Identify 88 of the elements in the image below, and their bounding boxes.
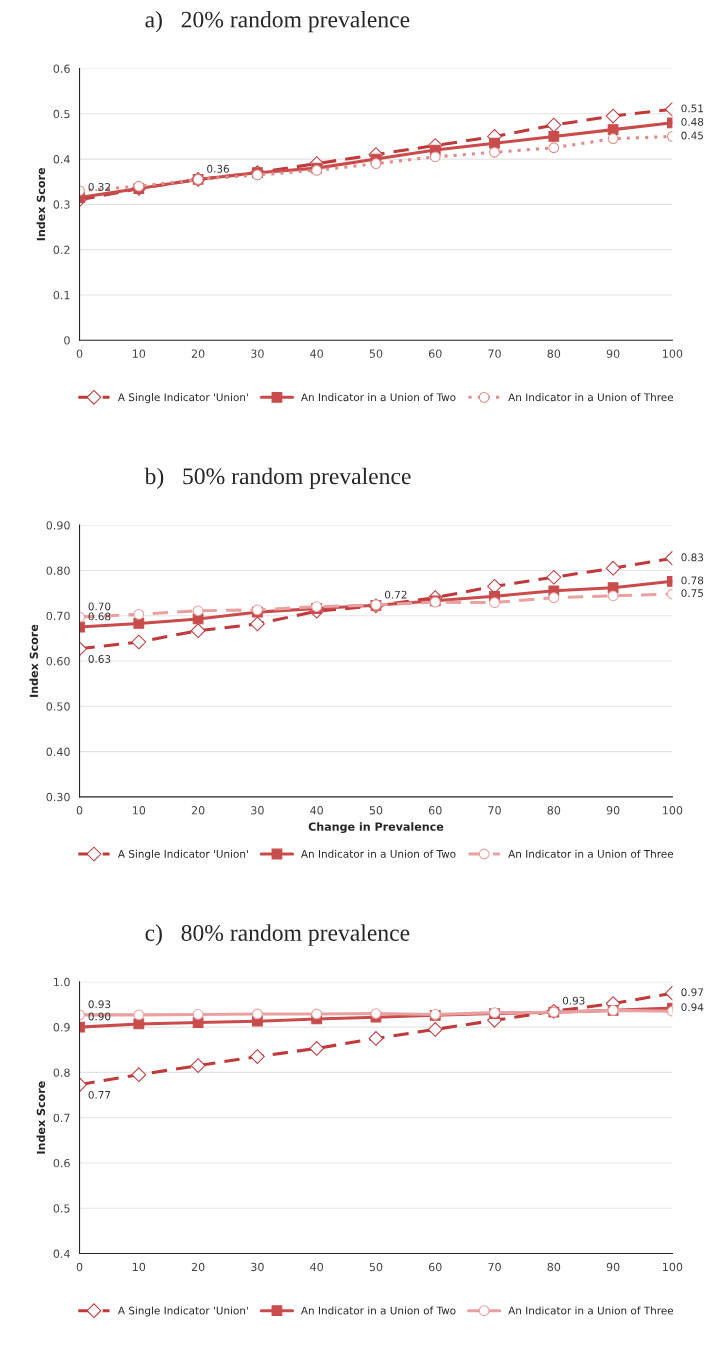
legend-label: An Indicator in a Union of Three bbox=[508, 393, 674, 402]
y-tick-label: 0.6 bbox=[53, 1158, 70, 1168]
x-tick-label: 40 bbox=[310, 1262, 324, 1272]
y-tick-label: 0.5 bbox=[53, 109, 70, 119]
legend-label: An Indicator in a Union of Two bbox=[300, 1306, 456, 1315]
annotation: 0.78 bbox=[681, 576, 704, 585]
x-tick-label: 80 bbox=[547, 1262, 561, 1272]
annotation: 0.45 bbox=[681, 131, 704, 140]
x-tick-label: 60 bbox=[428, 349, 442, 358]
x-tick-label: 30 bbox=[251, 1262, 264, 1272]
x-tick-label: 90 bbox=[606, 349, 620, 358]
x-tick-label: 100 bbox=[663, 806, 683, 815]
legend-label: An Indicator in a Union of Two bbox=[300, 849, 456, 858]
x-tick-label: 10 bbox=[132, 1262, 146, 1272]
y-axis-title: Index Score bbox=[36, 1081, 46, 1154]
x-tick-label: 70 bbox=[488, 349, 501, 358]
x-tick-label: 0 bbox=[76, 806, 83, 815]
annotation: 0.83 bbox=[681, 553, 704, 562]
y-tick-label: 0.2 bbox=[53, 245, 70, 255]
annotation: 0.75 bbox=[681, 589, 704, 598]
x-tick-label: 30 bbox=[251, 349, 264, 358]
x-tick-label: 0 bbox=[76, 1262, 83, 1272]
y-tick-label: 0.4 bbox=[53, 1249, 70, 1258]
x-tick-label: 100 bbox=[663, 349, 683, 358]
y-tick-label: 0.1 bbox=[53, 290, 70, 300]
legend-label: A Single Indicator 'Union' bbox=[117, 1306, 248, 1317]
x-tick-label: 60 bbox=[428, 1262, 442, 1272]
annotation: 0.36 bbox=[207, 164, 229, 173]
y-axis-title: Index Score bbox=[36, 167, 46, 241]
y-tick-label: 0.5 bbox=[53, 1204, 70, 1213]
chart-title: b) 50% random prevalence bbox=[144, 467, 411, 490]
x-tick-label: 40 bbox=[310, 349, 324, 358]
legend-label: A Single Indicator 'Union' bbox=[117, 393, 248, 404]
y-tick-label: 0.6 bbox=[53, 64, 70, 73]
x-tick-label: 20 bbox=[191, 349, 205, 358]
chart-title: c) 80% random prevalence bbox=[145, 924, 410, 946]
annotation: 0.90 bbox=[88, 1012, 111, 1021]
annotation: 0.68 bbox=[88, 612, 111, 621]
y-tick-label: 0.8 bbox=[53, 1068, 70, 1077]
annotation: 0.97 bbox=[681, 988, 704, 997]
x-tick-label: 70 bbox=[488, 1262, 501, 1272]
annotation: 0.51 bbox=[681, 104, 703, 113]
x-tick-label: 90 bbox=[606, 806, 620, 815]
y-tick-label: 0.90 bbox=[46, 521, 70, 530]
y-axis-title: Index Score bbox=[29, 624, 39, 697]
x-tick-label: 20 bbox=[191, 1262, 205, 1272]
annotation: 0.77 bbox=[88, 1090, 111, 1099]
x-tick-label: 50 bbox=[369, 1262, 383, 1272]
x-tick-label: 90 bbox=[606, 1262, 620, 1272]
legend-label: An Indicator in a Union of Three bbox=[508, 849, 674, 858]
y-tick-label: 0.7 bbox=[53, 1113, 70, 1123]
legend-label: An Indicator in a Union of Three bbox=[508, 1306, 674, 1315]
x-tick-label: 20 bbox=[191, 806, 205, 815]
x-tick-label: 10 bbox=[132, 349, 146, 358]
x-tick-label: 30 bbox=[251, 806, 264, 815]
y-tick-label: 0.80 bbox=[46, 566, 70, 575]
legend-label: An Indicator in a Union of Two bbox=[300, 393, 456, 402]
y-tick-label: 0.50 bbox=[46, 702, 70, 711]
y-tick-label: 0.40 bbox=[46, 747, 70, 756]
x-tick-label: 50 bbox=[369, 349, 383, 358]
y-tick-label: 0.3 bbox=[53, 200, 70, 209]
x-tick-label: 80 bbox=[547, 806, 561, 815]
x-axis-title: Change in Prevalence bbox=[308, 822, 444, 834]
legend-label: A Single Indicator 'Union' bbox=[117, 849, 248, 860]
y-tick-label: 0.30 bbox=[46, 792, 70, 802]
annotation: 0.70 bbox=[88, 602, 111, 611]
x-tick-label: 40 bbox=[310, 806, 324, 815]
annotation: 0.93 bbox=[88, 1000, 111, 1009]
x-tick-label: 80 bbox=[547, 349, 561, 358]
annotation: 0.93 bbox=[562, 996, 585, 1005]
x-tick-label: 60 bbox=[428, 806, 442, 815]
annotation: 0.94 bbox=[681, 1003, 704, 1012]
x-tick-label: 10 bbox=[132, 806, 146, 815]
x-tick-label: 70 bbox=[488, 806, 501, 815]
y-tick-label: 1.0 bbox=[54, 977, 70, 987]
x-tick-label: 0 bbox=[76, 349, 83, 358]
y-tick-label: 0.70 bbox=[46, 611, 70, 621]
x-tick-label: 50 bbox=[369, 806, 383, 815]
annotation: 0.72 bbox=[384, 590, 407, 599]
y-tick-label: 0.60 bbox=[46, 657, 70, 666]
y-tick-label: 0 bbox=[64, 336, 70, 345]
annotation: 0.48 bbox=[681, 117, 704, 126]
annotation: 0.32 bbox=[88, 182, 111, 191]
annotation: 0.63 bbox=[88, 655, 111, 663]
y-tick-label: 0.9 bbox=[53, 1023, 70, 1032]
chart-title: a) 20% random prevalence bbox=[145, 10, 410, 33]
x-tick-label: 100 bbox=[663, 1262, 683, 1272]
y-tick-label: 0.4 bbox=[53, 155, 70, 164]
